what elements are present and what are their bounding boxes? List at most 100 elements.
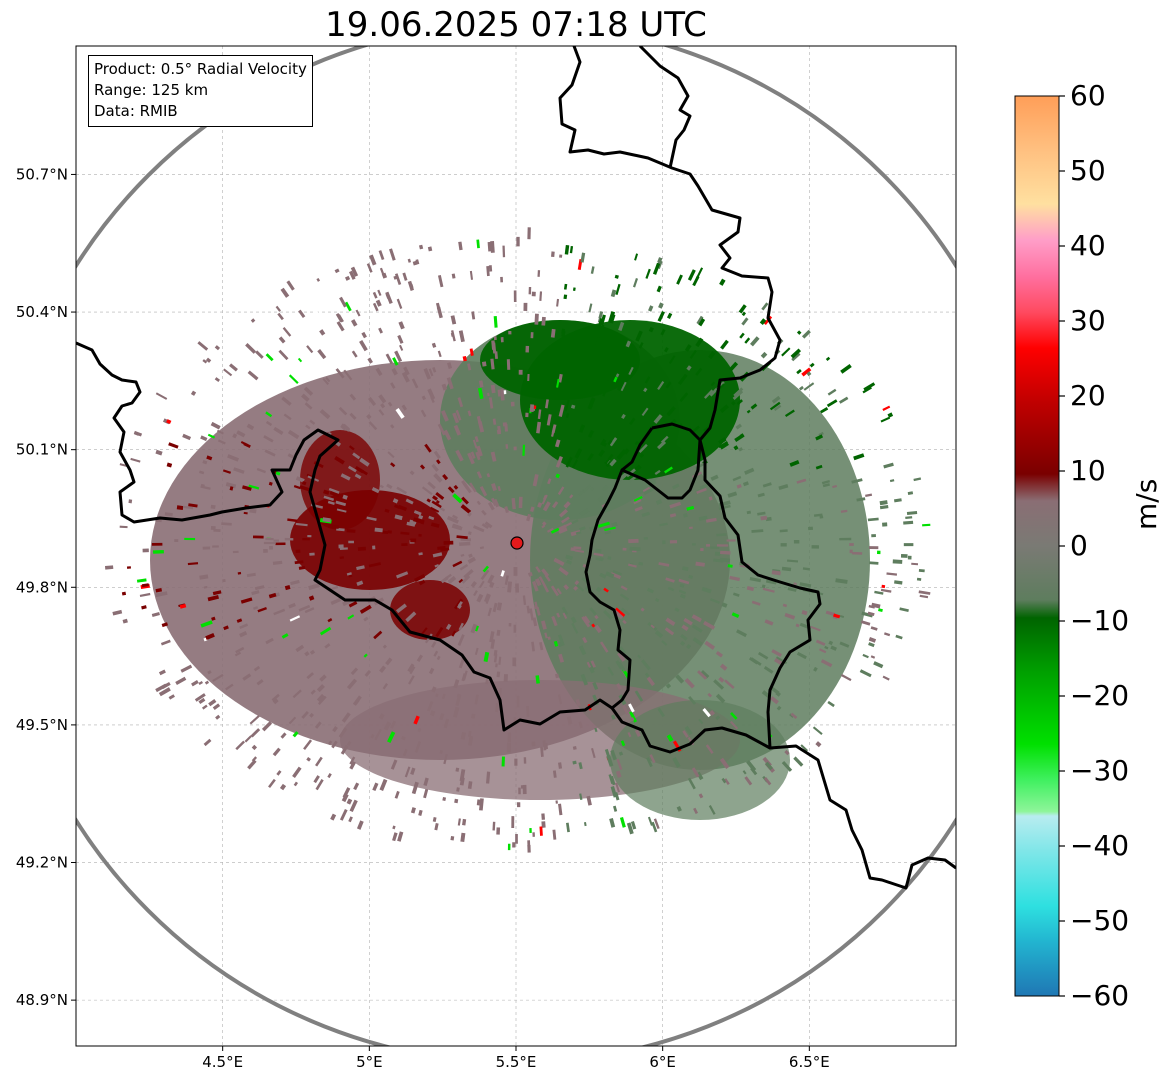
echo-gate [428,368,434,377]
echo-gate [860,620,871,626]
echo-gate [529,506,535,513]
echo-gate [715,650,724,658]
echo-gate [627,731,632,738]
echo-gate [628,366,634,376]
echo-gate [319,674,327,682]
echo-gate [708,496,713,501]
echo-gate [704,389,714,399]
echo-gate [405,498,414,505]
echo-gate [557,486,565,496]
echo-gate [763,665,774,674]
echo-gate [916,577,922,581]
echo-gate [918,568,925,573]
echo-gate [691,614,702,623]
echo-gate [348,540,354,544]
echo-gate [830,645,837,651]
echo-gate [395,571,409,579]
echo-gate [396,486,407,495]
echo-gate [379,484,384,489]
echo-gate [485,771,491,784]
colorbar-tick-label: 50 [1070,154,1106,187]
echo-gate [250,318,256,323]
echo-gate [327,500,335,505]
echo-gate [398,504,408,512]
echo-gate [468,735,474,746]
colorbar-tick-label: 60 [1070,79,1106,112]
echo-gate [474,625,479,632]
echo-gate [618,751,624,756]
echo-gate [457,634,465,646]
echo-gate [556,612,561,618]
echo-gate [282,327,292,337]
echo-gate [440,576,449,584]
echo-gate [761,690,770,698]
echo-gate [436,459,441,465]
echo-gate [166,419,172,425]
echo-gate [443,540,454,545]
echo-gate [732,475,742,482]
echo-gate [273,608,286,616]
echo-gate [666,312,673,319]
echo-gate [538,576,545,584]
echo-gate [142,548,149,553]
echo-gate [433,650,439,657]
echo-gate [554,673,560,679]
echo-gate [223,625,229,631]
echo-gate [597,495,604,502]
echo-gate [736,629,747,638]
echo-gate [348,601,358,608]
echo-gate [437,423,446,436]
echo-gate [420,409,427,418]
echo-gate [421,395,427,401]
echo-gate [644,376,651,384]
echo-gate [621,607,631,616]
echo-gate [372,302,379,312]
echo-gate [550,328,556,338]
echo-gate [477,387,484,400]
echo-gate [327,773,332,779]
echo-gate [691,624,703,633]
echo-gate [431,500,442,509]
echo-gate [256,467,266,474]
echo-gate [418,579,426,586]
echo-gate [392,498,399,504]
echo-gate [456,535,468,540]
echo-gate [384,508,390,513]
echo-gate [616,379,626,392]
echo-gate [702,708,711,718]
echo-gate [441,693,446,700]
echo-gate [469,348,474,356]
echo-gate [588,303,593,313]
echo-gate [436,655,441,661]
echo-gate [277,312,284,321]
echo-gate [799,582,812,588]
echo-gate [586,661,592,668]
echo-gate [467,363,472,371]
echo-gate [614,274,619,279]
echo-gate [182,505,194,510]
echo-gate [588,665,595,674]
echo-gate [696,315,704,325]
echo-gate [507,581,513,593]
echo-gate [133,430,143,437]
echo-gate [537,502,543,508]
echo-gate [882,675,890,681]
echo-gate [316,693,325,703]
echo-gate [635,330,643,342]
echo-gate [292,689,302,699]
echo-gate [733,387,744,397]
echo-gate [368,396,377,406]
echo-gate [411,781,419,795]
echo-gate [290,579,300,586]
echo-gate [609,314,616,324]
echo-gate [212,545,219,548]
echo-gate [452,412,460,424]
echo-gate [729,575,740,582]
echo-gate [346,572,352,576]
echo-gate [455,409,462,421]
echo-gate [564,399,570,412]
echo-gate [370,733,375,739]
echo-gate [197,341,209,351]
echo-gate [746,409,751,414]
